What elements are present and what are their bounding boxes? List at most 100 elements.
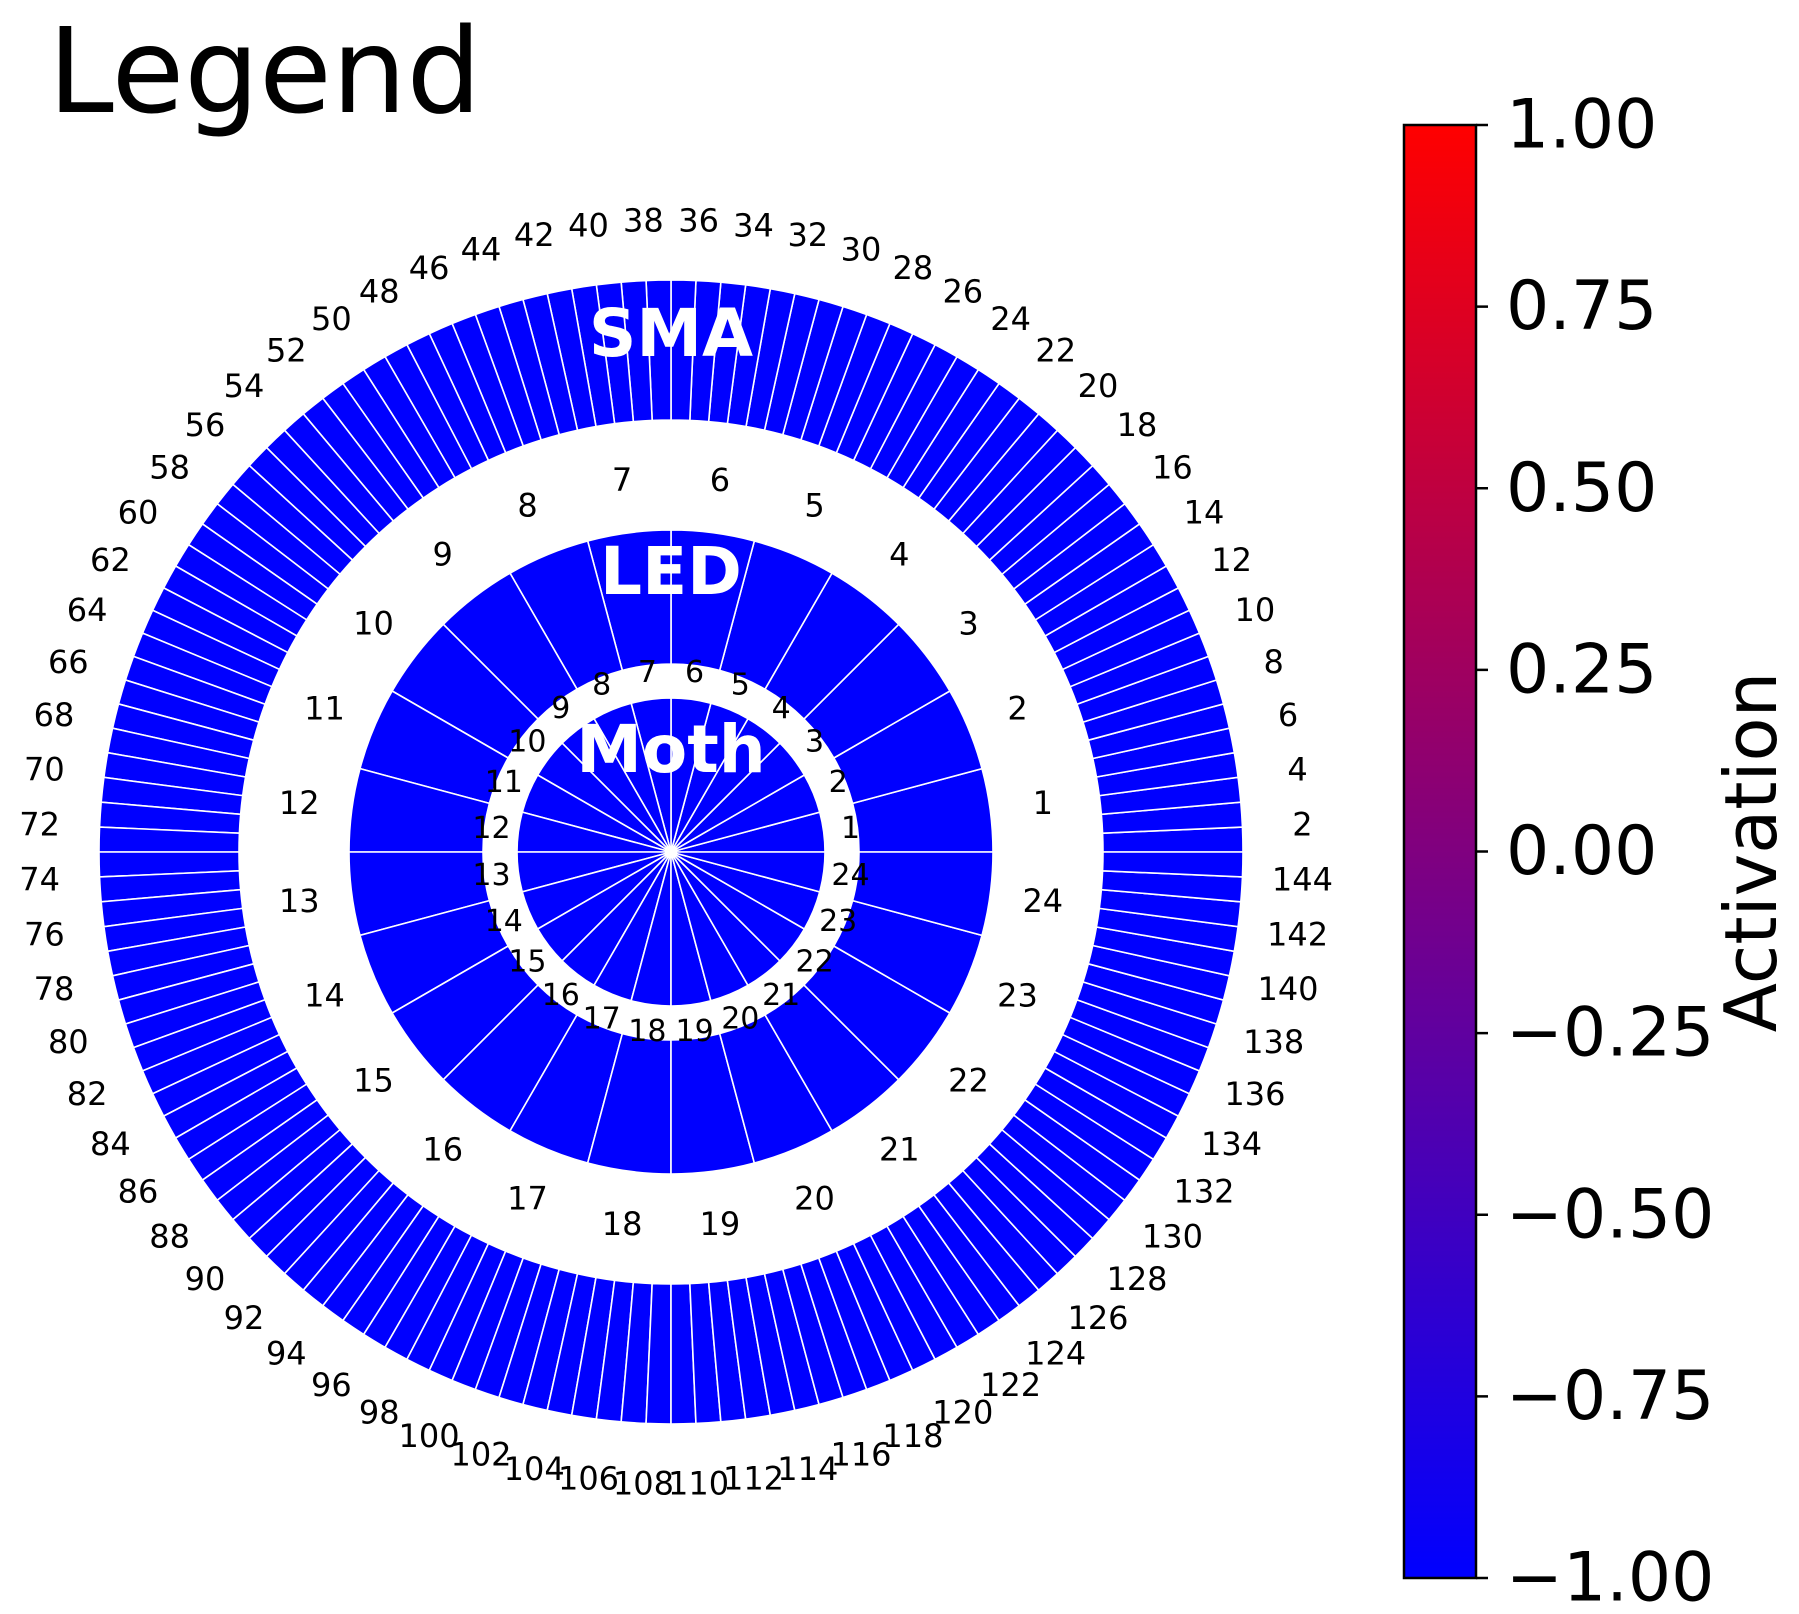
led-segment-label: 1 (1033, 784, 1053, 822)
colorbar-tick-label: 0.75 (1506, 267, 1657, 346)
sma-segment-label: 80 (48, 1023, 89, 1061)
sma-segment-label: 112 (723, 1460, 784, 1498)
led-segment-label: 9 (433, 536, 453, 574)
sma-segment-label: 100 (399, 1417, 460, 1455)
moth-segment-label: 9 (551, 691, 570, 726)
moth-segment-label: 8 (592, 667, 611, 702)
sma-segment-label: 42 (514, 216, 555, 254)
sma-segment-label: 130 (1142, 1218, 1203, 1256)
sma-segment-label: 66 (48, 643, 89, 681)
moth-segment-label: 11 (485, 765, 523, 800)
sma-segment-label: 144 (1272, 861, 1333, 899)
colorbar-ticks: −1.00 −0.75 −0.50 −0.25 0.00 0.25 0.50 0.75 1.00 (1476, 86, 1714, 1614)
sma-segment-label: 118 (882, 1417, 943, 1455)
sma-segment-label: 48 (359, 272, 400, 310)
led-segment-label: 11 (304, 690, 345, 728)
sma-segment-label: 116 (830, 1436, 891, 1474)
sma-segment-label: 62 (90, 541, 131, 579)
sma-segment-label: 76 (24, 916, 65, 954)
moth-segment-label: 13 (472, 858, 510, 893)
sma-segment-label: 12 (1211, 541, 1252, 579)
sma-segment-label: 136 (1224, 1075, 1285, 1113)
colorbar-tick-label: 0.50 (1506, 449, 1657, 528)
moth-segment-label: 17 (583, 1002, 621, 1037)
led-segment-label: 23 (997, 977, 1038, 1015)
sma-segment-label: 36 (678, 202, 719, 240)
sma-segment-label: 70 (24, 751, 65, 789)
colorbar-tick-label: −0.75 (1506, 1357, 1714, 1436)
sma-segment-label: 64 (67, 591, 108, 629)
led-segment-label: 13 (279, 882, 320, 920)
chart-title: Legend (48, 2, 481, 140)
moth-segment-label: 4 (772, 691, 791, 726)
sma-segment-label: 26 (942, 272, 983, 310)
colorbar-tick-label: 0.25 (1506, 630, 1657, 709)
moth-segment-label: 19 (676, 1014, 714, 1049)
colorbar-tick-label: 0.00 (1506, 812, 1657, 891)
sma-segment-label: 120 (932, 1394, 993, 1432)
colorbar-tick-label: −1.00 (1506, 1539, 1714, 1611)
sma-segment-label: 92 (224, 1299, 265, 1337)
sma-segment-label: 6 (1278, 696, 1298, 734)
sma-segment-label: 82 (67, 1075, 108, 1113)
led-segment-label: 16 (422, 1131, 463, 1169)
led-segment-label: 17 (507, 1180, 548, 1218)
sma-segment-label: 24 (990, 300, 1031, 338)
sma-segment-label: 46 (409, 249, 450, 287)
sma-segment-label: 108 (613, 1464, 674, 1502)
sma-segment-label: 132 (1173, 1173, 1234, 1211)
sma-segment-label: 4 (1287, 751, 1307, 789)
sma-segment-label: 126 (1067, 1299, 1128, 1337)
led-segment-label: 18 (602, 1205, 643, 1243)
led-segment-24 (851, 851, 994, 937)
moth-segment-label: 21 (762, 978, 800, 1013)
sma-segment-label: 124 (1025, 1334, 1086, 1372)
sma-segment-label: 138 (1243, 1023, 1304, 1061)
sma-segment-label: 18 (1117, 406, 1158, 444)
sma-segment-label: 68 (34, 696, 75, 734)
moth-segment-label: 20 (721, 1002, 759, 1037)
sma-segment-label: 78 (34, 970, 75, 1008)
moth-segment-label: 1 (841, 811, 860, 846)
moth-segment-label: 6 (685, 655, 704, 690)
moth-segment-label: 15 (508, 945, 546, 980)
moth-segment-label: 24 (831, 858, 869, 893)
sma-segment-label: 38 (623, 202, 664, 240)
moth-segment-label: 5 (731, 667, 750, 702)
sma-segment-label: 98 (359, 1394, 400, 1432)
sma-segment-label: 56 (185, 406, 226, 444)
moth-segment-label: 2 (829, 765, 848, 800)
moth-segment-label: 23 (819, 904, 857, 939)
moth-segment-label: 7 (638, 655, 657, 690)
sma-segment-144 (1101, 851, 1244, 878)
sma-segment-label: 34 (733, 206, 774, 244)
sma-segment-label: 72 (19, 805, 60, 843)
moth-segment-label: 14 (485, 904, 523, 939)
led-segment-label: 5 (804, 487, 824, 525)
moth-segment-label: 16 (542, 978, 580, 1013)
led-segment-label: 3 (958, 605, 978, 643)
moth-segment-24 (670, 851, 826, 893)
sma-segment-label: 50 (311, 300, 352, 338)
led-segment-label: 6 (710, 461, 730, 499)
sma-segment-label: 142 (1267, 916, 1328, 954)
sma-segment-label: 14 (1184, 493, 1225, 531)
colorbar-label: Activation (1709, 672, 1793, 1032)
sma-segment-label: 74 (19, 861, 60, 899)
sma-segment-label: 88 (149, 1218, 190, 1256)
sma-segment-label: 16 (1152, 448, 1193, 486)
sma-segment-label: 44 (461, 230, 502, 268)
sma-segment-label: 106 (558, 1460, 619, 1498)
led-segment-label: 12 (279, 784, 320, 822)
led-segment-label: 10 (353, 605, 394, 643)
led-segment-label: 2 (1007, 690, 1027, 728)
sma-segment-label: 8 (1264, 643, 1284, 681)
sma-segment-label: 90 (185, 1260, 226, 1298)
sma-segment-label: 134 (1201, 1125, 1262, 1163)
moth-segment-label: 22 (796, 945, 834, 980)
sma-segment-label: 128 (1106, 1260, 1167, 1298)
sma-segment-label: 140 (1257, 970, 1318, 1008)
sma-segment-label: 122 (980, 1366, 1041, 1404)
sma-segment-label: 86 (118, 1173, 159, 1211)
